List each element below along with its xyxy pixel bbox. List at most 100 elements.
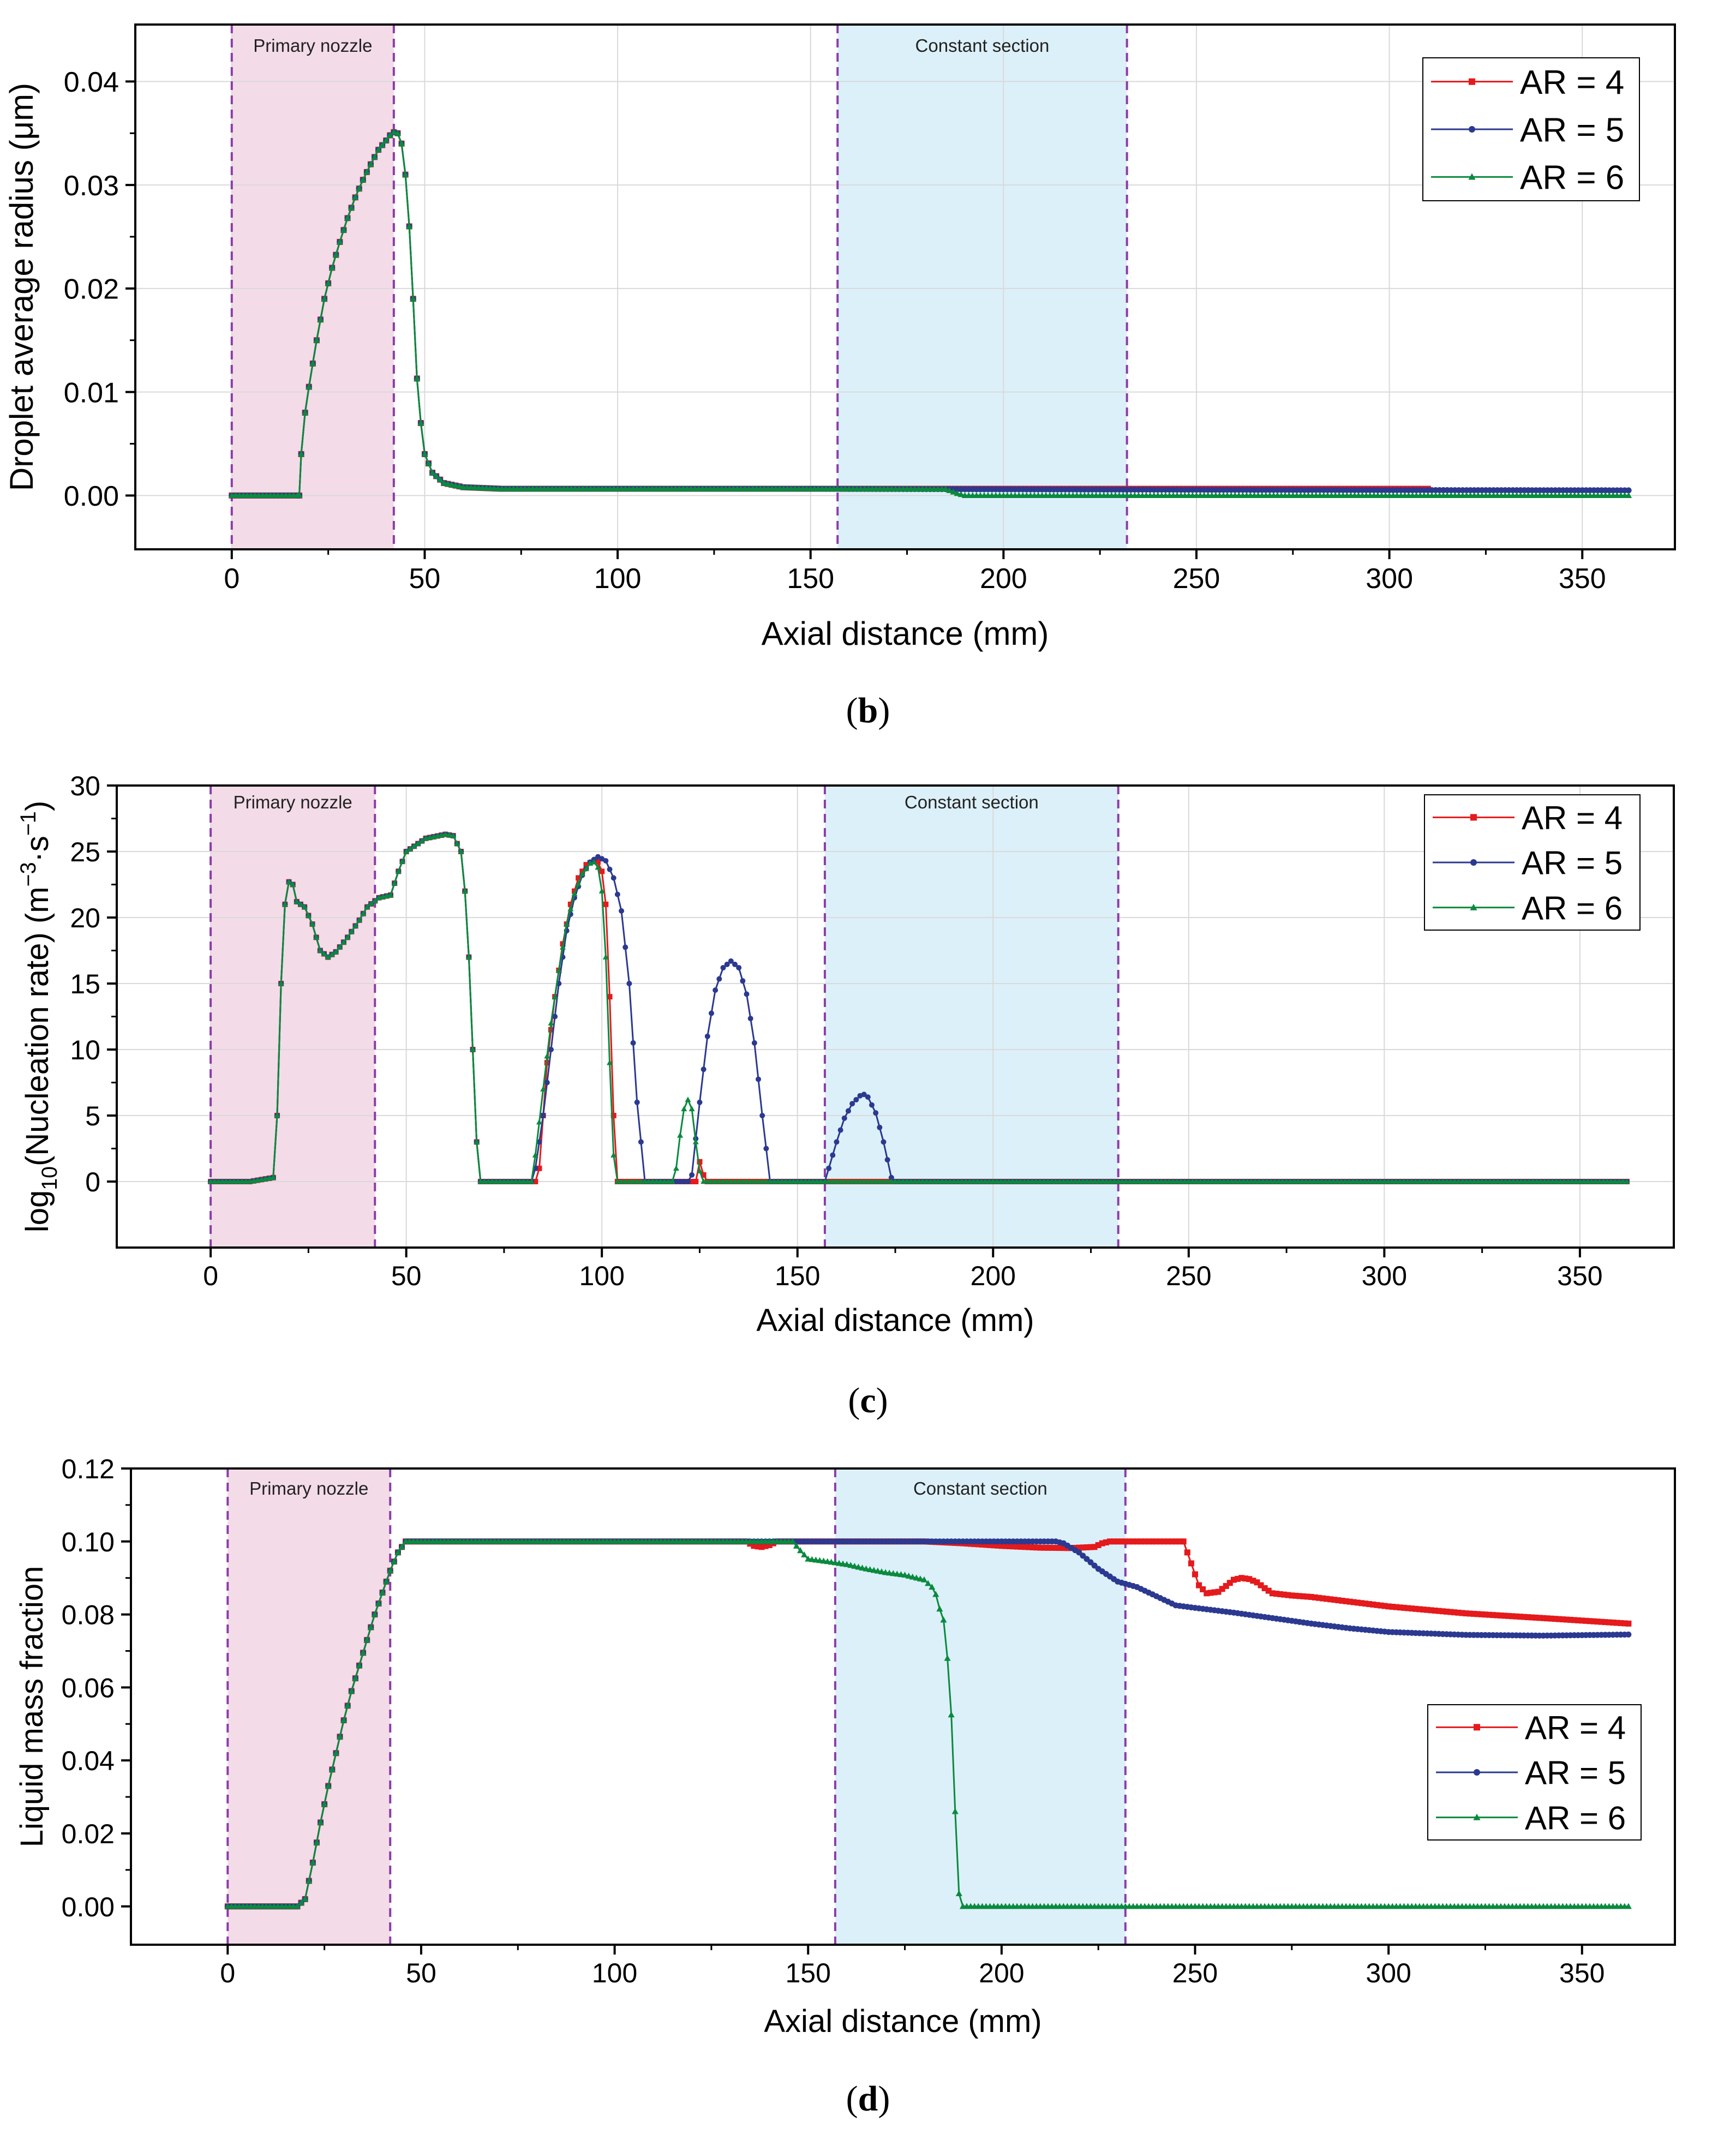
- data-point: [1470, 1610, 1477, 1617]
- data-point: [418, 837, 425, 843]
- data-point: [923, 1178, 930, 1184]
- data-point: [1264, 1178, 1270, 1184]
- y-tick-label: 0.06: [62, 1673, 115, 1703]
- data-point: [1201, 1178, 1207, 1184]
- data-point: [1346, 1598, 1353, 1605]
- data-point: [1006, 1543, 1013, 1549]
- data-point: [344, 934, 351, 940]
- data-point: [1244, 1178, 1250, 1184]
- data-point: [337, 944, 343, 950]
- data-point: [1189, 1178, 1196, 1184]
- data-point: [382, 137, 390, 143]
- data-point: [1587, 1618, 1593, 1625]
- data-point: [1276, 1178, 1282, 1184]
- data-point: [1584, 1178, 1591, 1184]
- data-point: [1610, 1619, 1617, 1626]
- data-point: [356, 185, 363, 191]
- data-point: [399, 858, 405, 864]
- data-point: [1118, 1538, 1125, 1545]
- data-point: [837, 1178, 844, 1184]
- data-point: [1095, 1542, 1102, 1548]
- data-point: [517, 1178, 523, 1184]
- data-point: [841, 1115, 847, 1121]
- data-point: [1149, 1538, 1156, 1545]
- panel-c: Primary nozzle Constant section 0 50 100 150 2…: [0, 747, 1736, 1451]
- data-point: [872, 1178, 879, 1184]
- data-point: [1588, 1178, 1595, 1184]
- data-point: [411, 843, 417, 849]
- panel-d: Primary nozzle Constant section 0 50 100 150 2…: [0, 1451, 1736, 2140]
- data-point: [940, 1616, 947, 1623]
- constant-section-label: Constant section: [905, 792, 1039, 812]
- data-point: [861, 1178, 867, 1184]
- data-point: [955, 1178, 961, 1184]
- x-axis: 0 50 100 150 200 250 300 350: [220, 1945, 1605, 1988]
- data-point: [235, 1178, 241, 1184]
- data-point: [794, 1178, 801, 1184]
- data-point: [317, 1819, 324, 1825]
- data-point: [890, 1570, 897, 1576]
- data-point: [1581, 1178, 1587, 1184]
- data-point: [297, 901, 304, 907]
- data-point: [1142, 1178, 1149, 1184]
- constant-section-label: Constant section: [915, 35, 1050, 56]
- data-point: [720, 1178, 726, 1184]
- data-point: [1099, 1540, 1105, 1546]
- data-point: [873, 1110, 879, 1116]
- data-point: [673, 1165, 679, 1171]
- data-point: [876, 1178, 883, 1184]
- data-point: [693, 1179, 699, 1184]
- data-point: [828, 1558, 835, 1565]
- data-point: [302, 1896, 309, 1902]
- data-point: [344, 214, 351, 221]
- data-point: [356, 917, 363, 923]
- data-point: [321, 1801, 328, 1807]
- data-point: [579, 871, 585, 877]
- data-point: [1154, 1178, 1160, 1184]
- data-point: [1170, 1178, 1176, 1184]
- data-point: [920, 1576, 928, 1582]
- y-axis: 0.00 0.01 0.02 0.03 0.04: [64, 67, 135, 512]
- data-point: [1040, 1178, 1047, 1184]
- data-point: [1115, 1538, 1121, 1545]
- data-point: [1486, 1611, 1493, 1618]
- data-point: [1533, 1614, 1539, 1621]
- data-point: [398, 140, 405, 146]
- data-point: [1225, 1178, 1231, 1184]
- data-point: [595, 859, 601, 865]
- legend-label: AR = 4: [1520, 64, 1624, 101]
- data-point: [791, 1178, 797, 1184]
- data-point: [501, 1178, 507, 1184]
- data-point: [728, 1178, 734, 1184]
- data-point: [762, 1543, 769, 1549]
- data-point: [340, 1717, 348, 1723]
- data-point: [352, 194, 359, 200]
- data-point: [798, 1178, 805, 1184]
- data-point: [415, 840, 421, 846]
- data-point: [755, 1178, 762, 1184]
- data-point: [948, 1711, 955, 1718]
- data-point: [1287, 1178, 1294, 1184]
- data-point: [1563, 1616, 1570, 1623]
- data-point: [1072, 1178, 1079, 1184]
- data-point: [1428, 1178, 1434, 1184]
- data-point: [614, 891, 620, 897]
- data-point: [1577, 1178, 1583, 1184]
- data-point: [548, 1047, 554, 1052]
- data-point: [1236, 1178, 1243, 1184]
- data-point: [1209, 1178, 1216, 1184]
- data-point: [849, 1101, 855, 1107]
- data-point: [1487, 1178, 1493, 1184]
- data-point: [843, 1561, 851, 1567]
- data-point: [1565, 1178, 1571, 1184]
- data-point: [696, 1167, 703, 1173]
- y-axis-label: Liquid mass fraction: [14, 1566, 50, 1848]
- data-point: [763, 1146, 769, 1152]
- data-point: [782, 1178, 789, 1184]
- data-point: [1524, 1614, 1531, 1621]
- data-point: [417, 419, 424, 426]
- data-point: [223, 1178, 230, 1184]
- constant-section-region: [824, 786, 1118, 1248]
- data-point: [348, 1687, 355, 1694]
- data-point: [278, 980, 284, 986]
